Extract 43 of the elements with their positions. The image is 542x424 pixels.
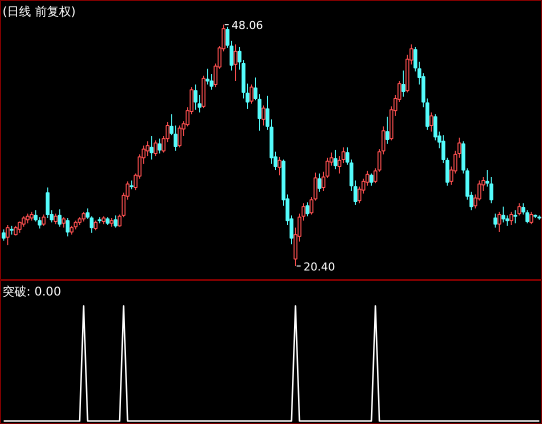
candlestick [529, 211, 534, 225]
annotation: 48.06 [232, 19, 264, 32]
candlestick [26, 213, 30, 224]
candlestick [178, 125, 182, 148]
candlestick [14, 225, 18, 236]
candlestick [501, 206, 506, 223]
candlestick [497, 211, 502, 232]
candlestick [386, 116, 390, 144]
candlestick [42, 214, 46, 226]
candlestick [82, 211, 86, 222]
chart-title: (日线 前复权) [2, 4, 76, 18]
candlestick [2, 228, 6, 242]
candlestick [306, 202, 310, 217]
candlestick [38, 216, 42, 229]
candlestick [509, 211, 514, 226]
candlestick [58, 208, 62, 228]
candlestick [46, 186, 50, 219]
candlestick [22, 216, 26, 228]
candlestick [194, 84, 198, 110]
candlestick [429, 112, 434, 132]
candlestick [154, 140, 158, 157]
candlestick [402, 70, 406, 98]
candlestick [334, 149, 338, 170]
candlestick [493, 213, 498, 228]
chart-title: 突破: 0.00 [2, 284, 62, 298]
candlestick [150, 135, 154, 160]
annotation: 20.40 [303, 260, 335, 274]
candlestick [318, 173, 322, 192]
candlestick [158, 138, 162, 154]
candlestick [517, 202, 522, 216]
candlestick [513, 210, 518, 224]
candlestick [62, 216, 66, 228]
candlestick [234, 44, 238, 82]
candlestick [54, 213, 58, 225]
candlestick [278, 156, 282, 176]
candlestick [94, 220, 98, 231]
candlestick [370, 173, 374, 186]
candlestick [114, 214, 118, 228]
candlestick [206, 68, 210, 86]
candlestick [262, 104, 266, 126]
candlestick [66, 218, 70, 237]
candlestick [250, 84, 254, 104]
candlestick [6, 224, 10, 246]
